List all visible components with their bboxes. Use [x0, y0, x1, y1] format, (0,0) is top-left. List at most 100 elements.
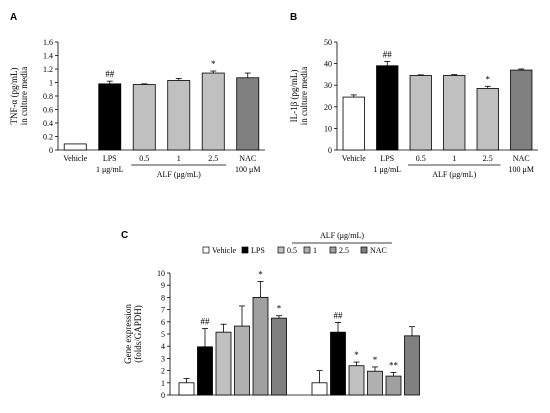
- bar: [510, 69, 533, 151]
- legend-label: Vehicle: [212, 246, 236, 255]
- bar: [132, 84, 156, 151]
- y-tick-label: 10: [324, 124, 332, 133]
- y-tick-label: 7: [161, 306, 165, 315]
- y-axis-title: (folds/GAPDH): [133, 305, 143, 363]
- bar: [201, 72, 225, 151]
- category-sublabel: 1 μg/mL: [373, 165, 401, 174]
- y-tick-label: 10: [157, 269, 165, 278]
- y-tick-label: 1.4: [43, 52, 53, 61]
- y-tick-label: 40: [324, 60, 332, 69]
- y-axis-title: IL-1β (pg/mL): [289, 70, 299, 123]
- significance-mark: *: [373, 355, 378, 365]
- bar: [167, 80, 191, 151]
- bar: [236, 77, 260, 151]
- significance-mark: ##: [383, 49, 393, 59]
- legend-swatch: [202, 246, 210, 254]
- bar: [367, 370, 383, 396]
- y-tick-label: 1.6: [43, 38, 53, 47]
- legend-label: 2.5: [339, 246, 349, 255]
- y-tick-label: 6: [161, 318, 165, 327]
- y-tick-label: 9: [161, 281, 165, 290]
- y-tick-label: 0.8: [43, 92, 53, 101]
- significance-mark: **: [389, 360, 399, 370]
- significance-mark: *: [277, 304, 282, 314]
- category-sublabel: 1 μg/mL: [96, 165, 124, 174]
- bar: [330, 331, 346, 396]
- y-axis-title: Gene expression: [123, 304, 133, 364]
- legend-label: LPS: [251, 246, 265, 255]
- category-label: LPS: [103, 154, 117, 163]
- bar: [252, 296, 269, 396]
- legend-label: NAC: [370, 246, 387, 255]
- category-label: LPS: [380, 154, 394, 163]
- bar: [385, 375, 402, 396]
- panel-letter: B: [290, 12, 297, 23]
- category-label: Vehicle: [342, 154, 366, 163]
- panel-c-gene-expression-chart: C ALF (μg/mL) Vehicle LPS 0.5 1 2.5 NAC Gene exp…: [121, 230, 420, 400]
- y-tick-label: 5: [161, 330, 165, 339]
- y-axis-title: TNF-α (pg/mL): [9, 68, 19, 125]
- legend-label: 1: [313, 246, 317, 255]
- significance-mark: ##: [201, 317, 211, 327]
- legend-swatch: [329, 246, 337, 254]
- y-tick-label: 0: [49, 146, 53, 155]
- legend-title: ALF (μg/mL): [320, 231, 364, 240]
- y-tick-label: 1: [49, 79, 53, 88]
- significance-mark: ##: [105, 69, 115, 79]
- bar: [63, 143, 87, 151]
- panel-b-il1b-media-chart: B IL-1β (pg/mL) in culture media 0 10 20 30 40 5…: [289, 12, 538, 179]
- bar: [215, 331, 232, 396]
- legend-swatch: [303, 246, 311, 254]
- panel-letter: A: [10, 12, 17, 23]
- bar: [443, 75, 466, 151]
- significance-mark: *: [211, 59, 216, 69]
- group-label: ALF (μg/mL): [432, 170, 476, 179]
- category-sublabel: 100 μM: [235, 165, 260, 174]
- y-tick-label: 2: [161, 367, 165, 376]
- y-tick-label: 8: [161, 293, 165, 302]
- y-tick-label: 1.2: [43, 65, 53, 74]
- legend-swatch: [241, 246, 249, 254]
- group-label: ALF (μg/mL): [157, 170, 201, 179]
- category-label: 0.5: [416, 154, 426, 163]
- panel-a-tnf-media-chart: A TNF-α (pg/mL) in culture media 0 0.2 0.4 0.6…: [9, 12, 265, 179]
- significance-mark: *: [486, 74, 491, 84]
- category-label: 2.5: [483, 154, 493, 163]
- y-tick-label: 20: [324, 103, 332, 112]
- category-label: 0.5: [139, 154, 149, 163]
- significance-mark: *: [354, 350, 359, 360]
- y-tick-label: 50: [324, 38, 332, 47]
- y-axis-title: in culture media: [19, 67, 29, 125]
- y-tick-label: 0: [328, 146, 332, 155]
- panel-letter: C: [121, 230, 128, 241]
- y-tick-label: 0.4: [43, 119, 53, 128]
- significance-mark: *: [258, 270, 263, 280]
- significance-mark: ##: [334, 310, 344, 320]
- bar: [271, 317, 287, 396]
- legend-label: 0.5: [287, 246, 297, 255]
- y-tick-label: 0.2: [43, 133, 53, 142]
- bar: [311, 382, 328, 396]
- bar: [476, 88, 499, 151]
- bar: [234, 325, 250, 396]
- legend-swatch: [360, 246, 368, 254]
- category-label: 1: [177, 154, 181, 163]
- bar: [409, 75, 432, 151]
- y-tick-label: 30: [324, 81, 332, 90]
- legend-swatch: [277, 246, 285, 254]
- y-tick-label: 4: [161, 342, 165, 351]
- category-label: 1: [452, 154, 456, 163]
- bar: [348, 365, 365, 396]
- category-sublabel: 100 μM: [509, 165, 534, 174]
- y-tick-label: 0.6: [43, 106, 53, 115]
- category-label: NAC: [513, 154, 530, 163]
- bar: [376, 65, 399, 151]
- category-label: Vehicle: [63, 154, 87, 163]
- bar: [342, 96, 365, 151]
- category-label: NAC: [239, 154, 256, 163]
- bar: [178, 382, 195, 396]
- category-label: 2.5: [208, 154, 218, 163]
- y-tick-label: 0: [161, 391, 165, 400]
- y-tick-label: 3: [161, 354, 165, 363]
